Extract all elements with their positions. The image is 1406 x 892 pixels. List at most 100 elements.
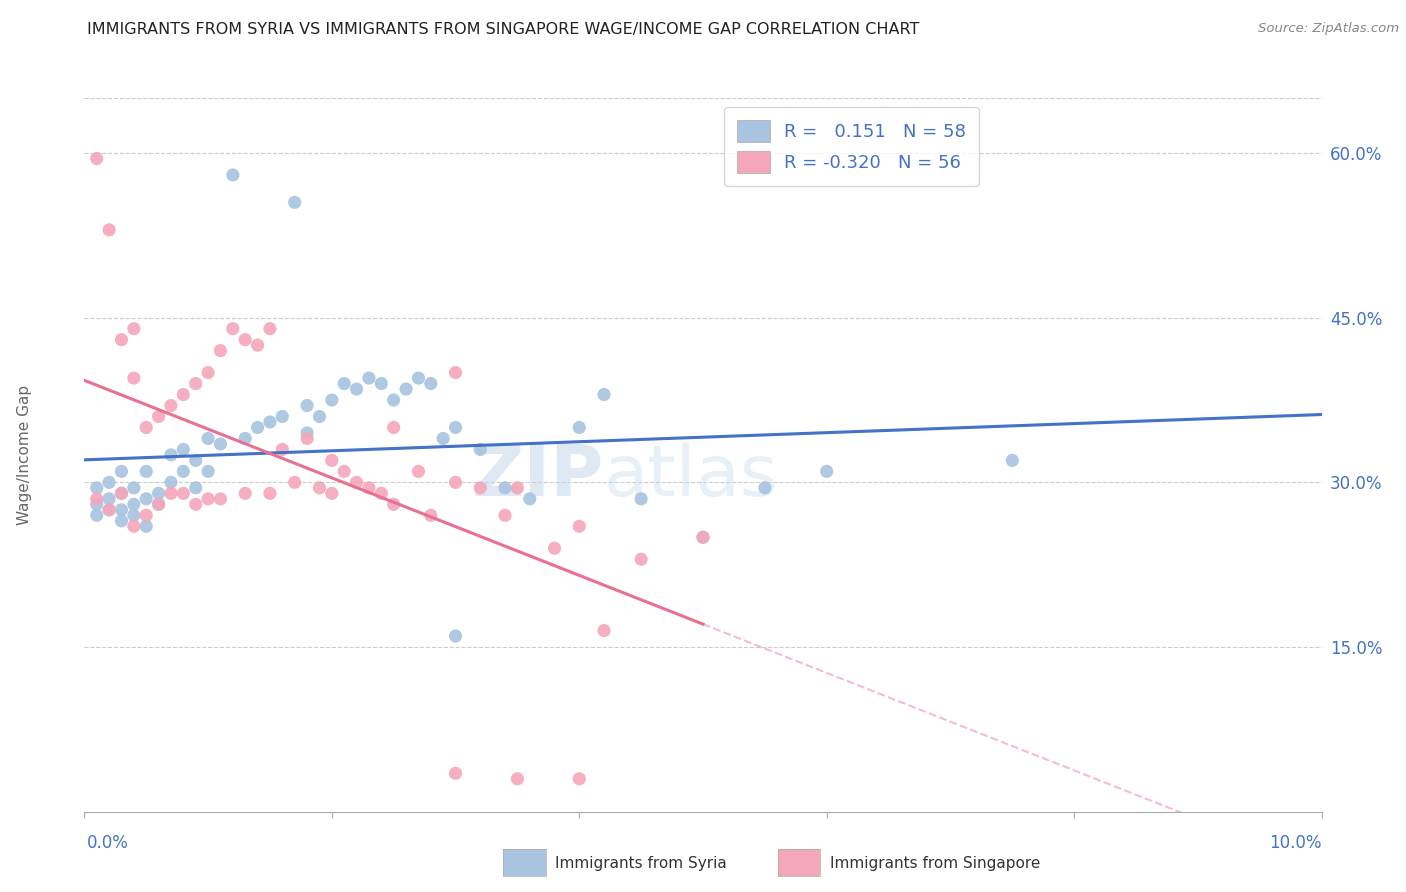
Point [408,371,430,385]
Point [246,338,269,352]
Point [470,481,492,495]
Point [233,486,256,500]
Point [815,464,838,478]
Point [357,371,380,385]
Point [172,387,194,401]
Point [295,425,318,440]
Point [148,409,170,424]
Point [233,432,256,446]
Point [209,437,232,451]
Point [444,366,467,380]
Point [184,453,207,467]
Point [122,321,145,335]
Text: ZIP: ZIP [472,442,605,511]
Point [321,392,343,407]
Point [98,503,121,517]
Point [754,481,776,495]
Point [209,343,232,358]
Point [110,514,132,528]
Point [308,481,330,495]
Point [148,497,170,511]
Text: Immigrants from Syria: Immigrants from Syria [555,856,727,871]
Point [197,491,219,506]
Point [122,481,145,495]
Point [222,168,245,182]
Point [246,420,269,434]
Point [494,481,516,495]
Point [110,464,132,478]
Point [630,552,652,566]
Point [444,420,467,434]
Point [506,481,529,495]
Point [160,448,183,462]
Point [444,629,467,643]
Point [184,481,207,495]
Point [271,442,294,457]
Point [172,442,194,457]
Point [295,399,318,413]
Point [98,223,121,237]
Point [346,382,368,396]
Point [86,497,108,511]
Point [408,464,430,478]
Point [110,486,132,500]
Point [692,530,714,544]
Point [321,453,343,467]
Point [122,497,145,511]
Point [98,503,121,517]
Point [284,195,307,210]
Text: Wage/Income Gap: Wage/Income Gap [17,384,32,525]
Point [197,366,219,380]
Point [295,432,318,446]
Point [135,464,157,478]
Point [197,432,219,446]
Point [86,491,108,506]
Point [135,420,157,434]
Point [506,772,529,786]
Point [122,519,145,533]
Point [370,486,392,500]
Point [692,530,714,544]
Point [630,491,652,506]
Point [135,508,157,523]
Text: Immigrants from Singapore: Immigrants from Singapore [830,856,1040,871]
Text: Source: ZipAtlas.com: Source: ZipAtlas.com [1258,22,1399,36]
Point [110,503,132,517]
Point [122,508,145,523]
Point [197,464,219,478]
Text: 10.0%: 10.0% [1270,834,1322,852]
Point [419,508,441,523]
Text: 0.0%: 0.0% [87,834,129,852]
Point [98,475,121,490]
Point [122,371,145,385]
Point [160,486,183,500]
Point [382,392,405,407]
Point [470,442,492,457]
Point [432,432,454,446]
Point [382,497,405,511]
Point [568,420,591,434]
Point [346,475,368,490]
Point [259,321,281,335]
Point [593,387,616,401]
Point [333,464,356,478]
Point [494,508,516,523]
Point [259,486,281,500]
Point [357,481,380,495]
Point [222,321,245,335]
Text: atlas: atlas [605,442,779,511]
Point [160,399,183,413]
Point [395,382,418,396]
Point [444,766,467,780]
Point [271,409,294,424]
Point [86,508,108,523]
Point [233,333,256,347]
Point [593,624,616,638]
Point [110,333,132,347]
Point [284,475,307,490]
Point [370,376,392,391]
Point [135,491,157,506]
Point [543,541,565,556]
Point [519,491,541,506]
Point [568,772,591,786]
